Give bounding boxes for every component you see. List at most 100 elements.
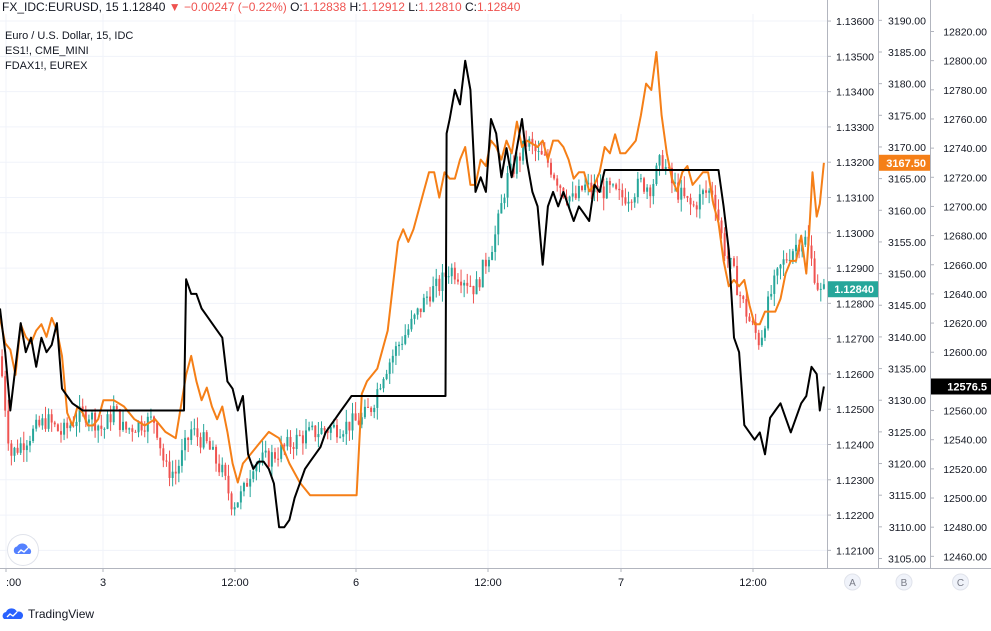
candle-body bbox=[187, 437, 190, 441]
footer[interactable]: TradingView bbox=[2, 604, 94, 624]
price-tick-label: 1.13300 bbox=[836, 122, 874, 134]
candle-body bbox=[556, 178, 559, 186]
candle-body bbox=[497, 213, 500, 235]
price-tick-label: 3140.00 bbox=[888, 332, 926, 344]
candle-body bbox=[25, 445, 28, 451]
candle-body bbox=[788, 259, 791, 261]
candle-body bbox=[252, 471, 255, 479]
scale-button-b[interactable] bbox=[895, 573, 913, 591]
candle-body bbox=[714, 194, 717, 210]
price-tick-label: 12600.00 bbox=[943, 347, 987, 359]
candle-body bbox=[664, 167, 667, 170]
candle-body bbox=[540, 150, 543, 155]
candle-body bbox=[351, 413, 354, 431]
price-scale-c[interactable] bbox=[930, 0, 991, 568]
candle-body bbox=[729, 258, 732, 260]
candle-body bbox=[41, 418, 44, 426]
legend-dax[interactable]: FDAX1!, EUREX bbox=[5, 60, 88, 72]
candle-body bbox=[10, 443, 13, 456]
candle-body bbox=[531, 138, 534, 145]
candle-body bbox=[534, 144, 537, 152]
last-value-tag-a bbox=[828, 281, 878, 298]
candle-body bbox=[171, 471, 174, 478]
candle-body bbox=[193, 428, 196, 430]
candle-body bbox=[574, 193, 577, 199]
candle-body bbox=[816, 282, 819, 290]
candle-body bbox=[776, 268, 779, 276]
candle-body bbox=[745, 299, 748, 317]
last-price: 1.12840 bbox=[122, 0, 166, 14]
candle-body bbox=[822, 284, 825, 289]
candle-body bbox=[549, 162, 552, 175]
legend-es[interactable]: ES1!, CME_MINI bbox=[5, 45, 89, 57]
candle-body bbox=[261, 452, 264, 461]
candle-body bbox=[177, 465, 180, 474]
low-value: 1.12810 bbox=[418, 0, 462, 14]
candle-body bbox=[242, 482, 245, 492]
candle-body bbox=[159, 437, 162, 449]
candle-body bbox=[500, 203, 503, 214]
candle-body bbox=[751, 321, 754, 323]
candle-body bbox=[478, 279, 481, 288]
price-tick-label: 12460.00 bbox=[943, 551, 987, 563]
candle-body bbox=[537, 150, 540, 152]
candle-body bbox=[779, 264, 782, 269]
candle-body bbox=[131, 428, 134, 432]
candle-body bbox=[568, 196, 571, 202]
scale-button-a[interactable] bbox=[844, 573, 861, 591]
candle-body bbox=[658, 155, 661, 166]
open-label: O: bbox=[290, 0, 303, 14]
time-axis[interactable] bbox=[0, 568, 991, 594]
candle-body bbox=[140, 421, 143, 431]
candle-body bbox=[686, 196, 689, 198]
symbol-title: FX_IDC:EURUSD, 15 bbox=[2, 0, 119, 14]
candle-body bbox=[81, 406, 84, 410]
legend-eurusd[interactable]: Euro / U.S. Dollar, 15, IDC bbox=[5, 30, 134, 42]
close-value: 1.12840 bbox=[476, 0, 521, 14]
candle-body bbox=[469, 285, 472, 287]
tradingview-badge[interactable] bbox=[8, 535, 38, 565]
candle-body bbox=[695, 205, 698, 210]
price-tick-label: 1.12400 bbox=[836, 439, 874, 451]
time-tick-label: 3 bbox=[100, 577, 106, 589]
candle-body bbox=[360, 417, 363, 425]
candle-body bbox=[218, 463, 221, 473]
time-tick-label: 7 bbox=[618, 577, 624, 589]
price-tick-label: 1.13400 bbox=[836, 87, 874, 99]
candle-body bbox=[292, 446, 295, 449]
price-tick-label: 3170.00 bbox=[888, 142, 926, 154]
candle-body bbox=[633, 197, 636, 203]
scale-button-c[interactable] bbox=[952, 573, 969, 591]
candle-body bbox=[211, 446, 214, 450]
candle-body bbox=[44, 418, 47, 429]
candle-body bbox=[87, 419, 90, 423]
candle-body bbox=[643, 178, 646, 192]
candle-body bbox=[460, 281, 463, 286]
candle-body bbox=[608, 181, 611, 185]
symbol-header: FX_IDC:EURUSD, 15 1.12840 ▼ −0.00247 (−0… bbox=[2, 0, 520, 14]
time-tick-label: 12:00 bbox=[739, 577, 767, 589]
candle-body bbox=[174, 471, 177, 474]
candle-body bbox=[804, 236, 807, 245]
candle-body bbox=[388, 362, 391, 374]
candle-body bbox=[298, 434, 301, 436]
price-scale-b[interactable] bbox=[878, 0, 930, 568]
candle-body bbox=[50, 414, 53, 423]
price-tick-label: 3160.00 bbox=[888, 205, 926, 217]
candle-body bbox=[4, 376, 7, 411]
candle-body bbox=[810, 245, 813, 259]
candle-body bbox=[422, 297, 425, 313]
candle-body bbox=[53, 422, 56, 425]
price-tick-label: 3175.00 bbox=[888, 110, 926, 122]
candle-body bbox=[326, 430, 329, 433]
candle-body bbox=[367, 406, 370, 408]
price-tick-label: 3125.00 bbox=[888, 427, 926, 439]
candle-body bbox=[270, 452, 273, 467]
candle-body bbox=[149, 416, 152, 418]
candle-body bbox=[112, 406, 115, 423]
price-tick-label: 1.12200 bbox=[836, 510, 874, 522]
candle-body bbox=[649, 187, 652, 197]
